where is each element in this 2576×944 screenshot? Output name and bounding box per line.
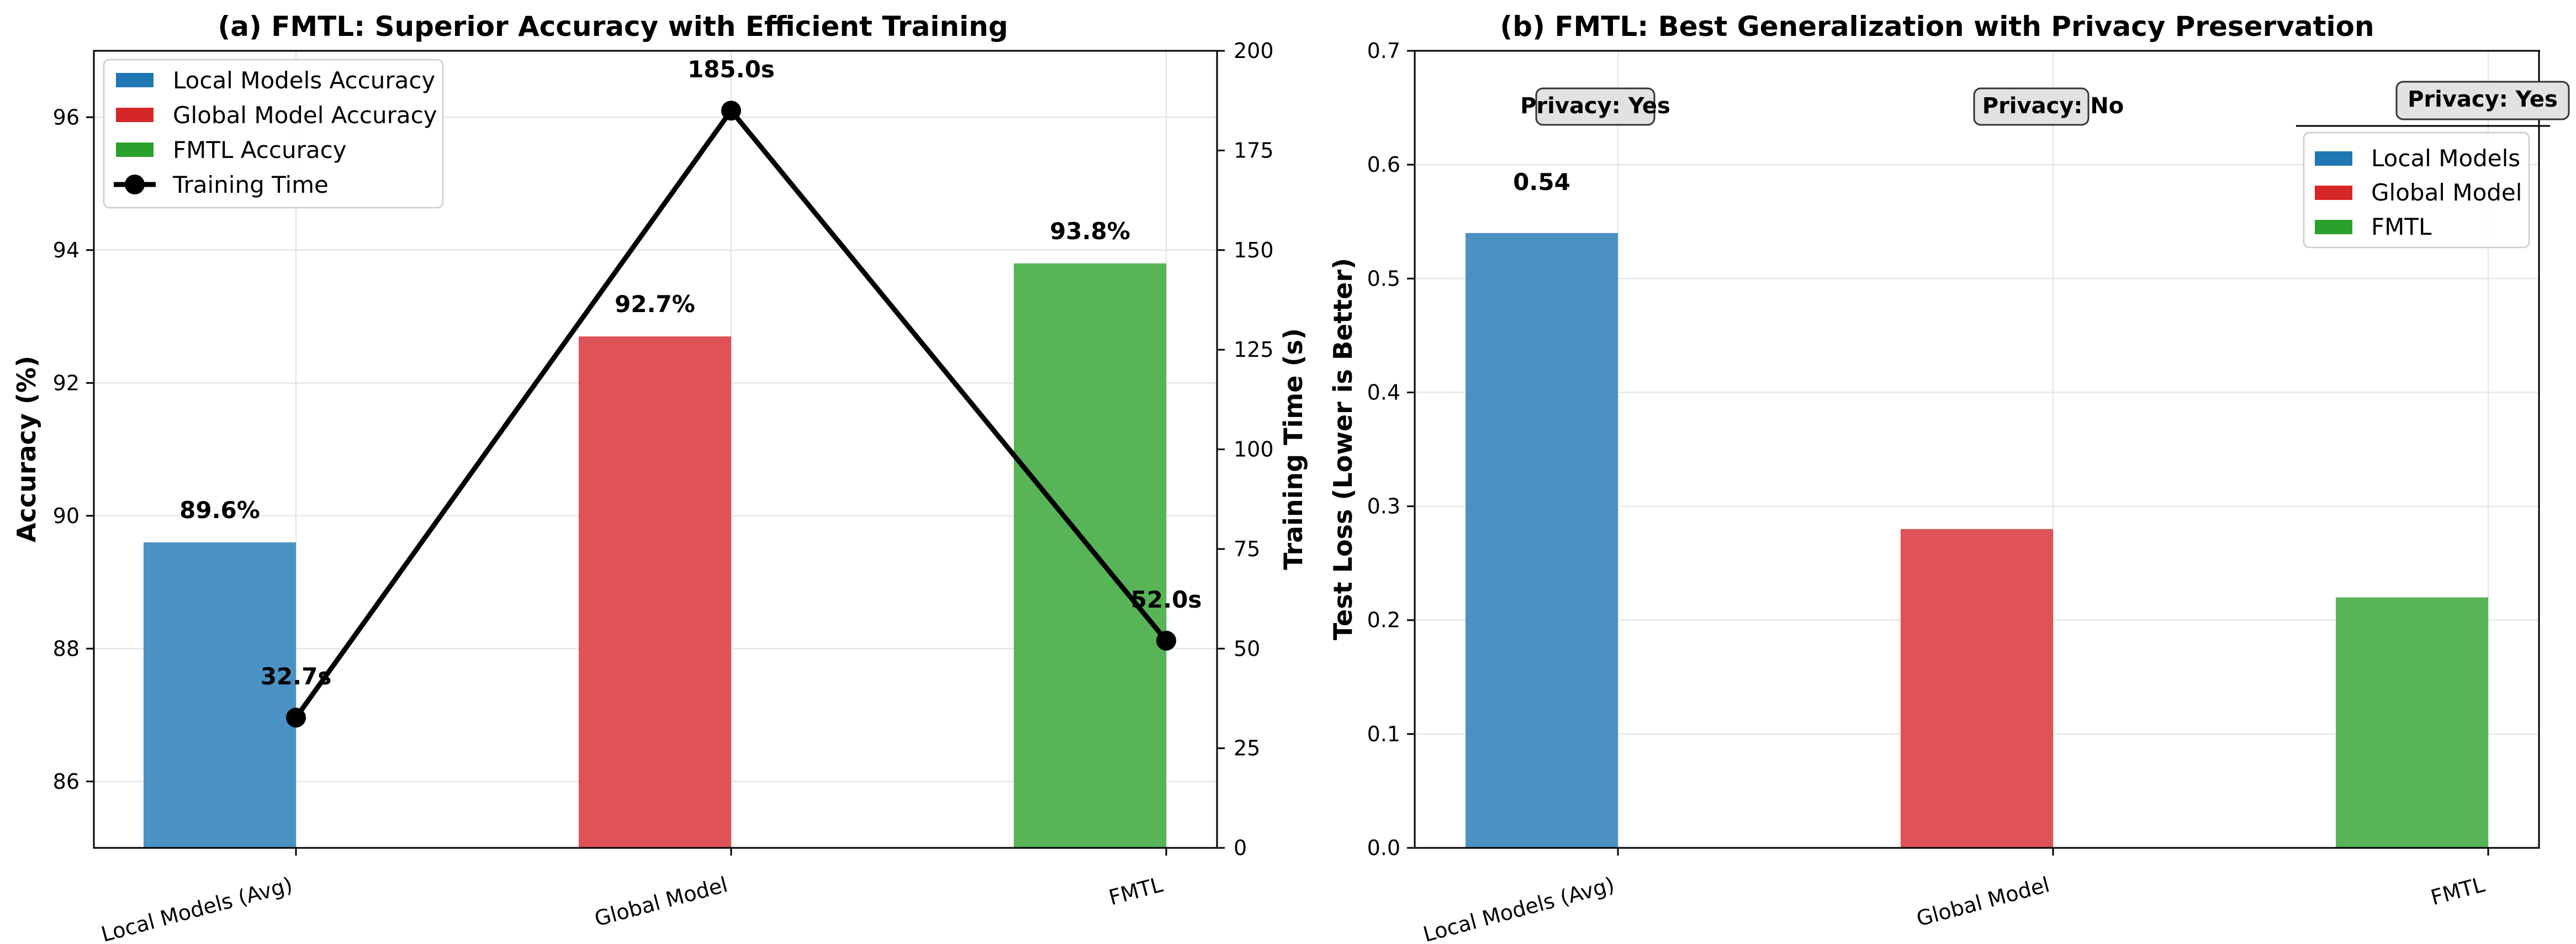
panel-a-y2tick-label: 100: [1234, 437, 1274, 462]
legend-a-swatch-fmtl: [116, 143, 154, 157]
panel-a-ytick-label: 94: [53, 238, 80, 262]
panel-b-legend: Local Models Global Model FMTL: [2303, 131, 2530, 249]
panel-b-ytick-label: 0.3: [1367, 494, 1400, 519]
panel-a-bar-label: 92.7%: [615, 291, 695, 318]
training-time-label: 52.0s: [1131, 586, 1202, 613]
legend-b-swatch-global: [2315, 186, 2352, 200]
panel-a-ylabel: Accuracy (%): [12, 356, 41, 542]
panel-b-bar-global: [1901, 529, 2053, 848]
panel-a-y2tick-label: 125: [1234, 337, 1274, 362]
privacy-badge-global: Privacy: No: [1973, 87, 2124, 126]
panel-b-xtick-label: Local Models (Avg): [1421, 872, 1617, 942]
panel-a-xtick-label: Global Model: [592, 872, 730, 931]
panel-b-ytick-label: 0.7: [1367, 39, 1400, 63]
panel-a-y2tick-label: 150: [1234, 238, 1274, 262]
panel-b-ytick-label: 0.0: [1367, 836, 1400, 860]
privacy-badge-local-text: Privacy: Yes: [1520, 93, 1670, 119]
panel-b-ylabel: Test Loss (Lower is Better): [1328, 258, 1358, 640]
panel-b-bar-fmtl: [2336, 597, 2488, 848]
panel-a-y2tick-label: 0: [1234, 836, 1247, 860]
privacy-badge-fmtl-text: Privacy: Yes: [2408, 87, 2558, 112]
panel-a-ytick-label: 88: [53, 636, 80, 661]
panel-a-line: [286, 101, 1176, 728]
panel-a-ytick-label: 96: [53, 105, 80, 129]
training-time-point: [1156, 630, 1176, 651]
panel-a-bar-label: 93.8%: [1050, 218, 1130, 245]
panel-a-y2tick-label: 50: [1234, 636, 1260, 661]
panel-b-ytick-label: 0.6: [1367, 152, 1400, 177]
panel-a-bars: [144, 263, 1166, 848]
legend-b-swatch-fmtl: [2315, 220, 2352, 234]
panel-a-y2tick-label: 175: [1234, 138, 1274, 162]
panel-a-data-labels: 89.6% 92.7% 93.8% 32.7s 185.0s 52.0s: [179, 56, 1202, 690]
panel-b-x-axis: Local Models (Avg) Global Model FMTL: [1421, 848, 2489, 944]
panel-a-right-axis: 0 25 50 75 100 125 150 175 200: [1217, 39, 1274, 860]
panel-a-y2tick-label: 200: [1234, 39, 1274, 63]
panel-b-ytick-label: 0.2: [1367, 608, 1400, 632]
panel-b-title: (b) FMTL: Best Generalization with Priva…: [1500, 10, 2374, 43]
panel-a: (a) FMTL: Superior Accuracy with Efficie…: [12, 10, 1308, 944]
legend-b-label-local: Local Models: [2371, 145, 2520, 172]
panel-a-xtick-label: Local Models (Avg): [99, 872, 295, 942]
legend-a-swatch-local: [116, 73, 154, 87]
training-time-point: [286, 708, 306, 728]
panel-b-xtick-label: FMTL: [2428, 872, 2487, 910]
panel-a-legend: Local Models Accuracy Global Model Accur…: [103, 59, 444, 209]
panel-b-bar-local: [1466, 233, 1618, 848]
training-time-label: 32.7s: [261, 663, 332, 690]
panel-a-ytick-label: 86: [53, 769, 80, 794]
panel-a-y2tick-label: 25: [1234, 736, 1260, 761]
legend-a-label-global: Global Model Accuracy: [173, 102, 437, 129]
panel-a-x-axis: Local Models (Avg) Global Model FMTL: [99, 848, 1167, 944]
panel-b-bar-label: 0.54: [1513, 168, 1570, 196]
panel-a-ytick-label: 90: [53, 504, 80, 528]
panel-b-ytick-label: 0.4: [1367, 380, 1400, 404]
panel-a-bar-fmtl: [1014, 263, 1166, 848]
privacy-badge-fmtl: Privacy: Yes: [2296, 50, 2570, 127]
panel-a-ytick-label: 92: [53, 371, 80, 395]
panel-a-title: (a) FMTL: Superior Accuracy with Efficie…: [218, 10, 1008, 43]
privacy-badge-local: Privacy: Yes: [1520, 87, 1670, 126]
panel-b-xtick-label: Global Model: [1914, 872, 2052, 931]
legend-a-label-fmtl: FMTL Accuracy: [173, 136, 347, 164]
panel-b-bars: [1466, 233, 2488, 848]
training-time-point: [721, 101, 741, 121]
legend-a-label-time: Training Time: [172, 171, 329, 198]
panel-a-y2label: Training Time (s): [1278, 328, 1308, 570]
panel-a-y2tick-label: 75: [1234, 537, 1260, 561]
panel-a-bar-global: [579, 336, 731, 848]
legend-a-label-local: Local Models Accuracy: [173, 67, 435, 94]
legend-a-marker-sample: [125, 175, 145, 194]
panel-a-xtick-label: FMTL: [1106, 872, 1165, 910]
legend-b-label-global: Global Model: [2371, 179, 2522, 206]
legend-b-box: [2303, 131, 2530, 249]
panel-b-left-axis: 0.0 0.1 0.2 0.3 0.4 0.5 0.6 0.7: [1367, 39, 1415, 860]
panel-b-ytick-label: 0.1: [1367, 722, 1400, 746]
legend-b-swatch-local: [2315, 151, 2352, 166]
panel-a-bar-label: 89.6%: [179, 497, 260, 524]
privacy-badge-global-text: Privacy: No: [1982, 93, 2124, 119]
panel-b-data-labels: 0.54: [1513, 168, 1570, 196]
legend-a-box: [103, 59, 444, 209]
panel-b-frame: [1414, 50, 2540, 849]
panel-a-bar-local: [144, 542, 296, 848]
panel-b: (b) FMTL: Best Generalization with Priva…: [1328, 10, 2570, 944]
panel-a-left-axis: 86 88 90 92 94 96: [53, 105, 94, 794]
panel-b-ytick-label: 0.5: [1367, 266, 1400, 291]
legend-b-label-fmtl: FMTL: [2371, 213, 2432, 240]
training-time-label: 185.0s: [687, 56, 775, 83]
legend-a-swatch-global: [116, 108, 154, 122]
